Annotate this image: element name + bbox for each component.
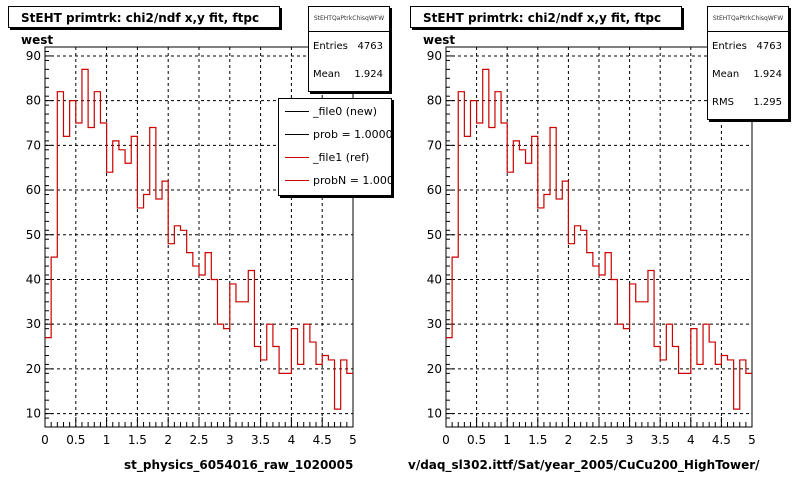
x-tick-label: 2.5 (189, 433, 208, 447)
stats-label: Mean (313, 68, 341, 80)
y-tick-label: 20 (427, 362, 442, 376)
y-tick-label: 80 (427, 94, 442, 108)
histogram-series (446, 68, 752, 410)
x-tick-label: 2.5 (589, 433, 608, 447)
x-tick-label: 5 (349, 433, 357, 447)
x-tick-label: 1.5 (128, 433, 147, 447)
legend-entry-file0: _file0 (new) (279, 101, 391, 123)
legend-label: _file0 (new) (313, 105, 378, 118)
stats-row-rms: RMS 1.295 (708, 88, 788, 116)
stats-value: 4763 (756, 40, 782, 52)
y-tick-label: 10 (427, 407, 442, 421)
right-stats-box: StEHTQaPtrkChisqWFW Entries 4763 Mean 1.… (707, 6, 789, 120)
x-tick-label: 3 (226, 433, 234, 447)
stats-row-entries: Entries 4763 (708, 32, 788, 60)
legend-label: prob = 1.000000 (313, 128, 392, 141)
plot-frame (445, 46, 753, 428)
y-tick-label: 70 (427, 138, 442, 152)
x-tick-label: 4.5 (313, 433, 332, 447)
x-tick-label: 3 (626, 433, 634, 447)
y-tick-label: 20 (26, 362, 41, 376)
histogram-series (45, 68, 353, 410)
x-tick-label: 0.5 (467, 433, 486, 447)
stats-row-mean: Mean 1.924 (708, 60, 788, 88)
x-tick-label: 0 (442, 433, 450, 447)
y-tick-label: 30 (427, 317, 442, 331)
stats-label: Entries (712, 40, 747, 52)
x-tick-label: 3.5 (651, 433, 670, 447)
left-chart-title: StEHT primtrk: chi2/ndf x,y fit, ftpc we… (8, 6, 280, 47)
y-tick-label: 80 (26, 94, 41, 108)
stats-label: Entries (313, 40, 348, 52)
right-chart-title: StEHT primtrk: chi2/ndf x,y fit, ftpc we… (410, 6, 682, 47)
stats-header: StEHTQaPtrkChisqWFW (708, 7, 788, 32)
stats-value: 4763 (357, 40, 383, 52)
left-stats-box: StEHTQaPtrkChisqWFW Entries 4763 Mean 1.… (308, 6, 390, 92)
y-tick-label: 70 (26, 138, 41, 152)
stats-label: Mean (712, 68, 740, 80)
x-tick-label: 1 (103, 433, 111, 447)
stats-value: 1.924 (753, 68, 782, 80)
x-tick-label: 0 (41, 433, 49, 447)
y-tick-label: 40 (427, 272, 442, 286)
legend-label: _file1 (ref) (313, 151, 370, 164)
y-tick-label: 50 (427, 228, 442, 242)
x-tick-label: 2 (565, 433, 573, 447)
stats-header: StEHTQaPtrkChisqWFW (309, 7, 389, 32)
legend-entry-prob: prob = 1.000000 (279, 124, 391, 146)
stats-row-entries: Entries 4763 (309, 32, 389, 60)
legend-line-icon (285, 180, 309, 181)
stats-label: RMS (712, 96, 734, 108)
x-tick-label: 3.5 (251, 433, 270, 447)
x-tick-label: 1.5 (528, 433, 547, 447)
y-tick-label: 10 (26, 407, 41, 421)
legend-line-icon (285, 134, 309, 135)
y-tick-label: 60 (26, 183, 41, 197)
left-legend: _file0 (new) prob = 1.000000 _file1 (ref… (278, 98, 392, 196)
x-tick-label: 4.5 (712, 433, 731, 447)
stats-value: 1.924 (354, 68, 383, 80)
x-tick-label: 2 (164, 433, 172, 447)
y-tick-label: 50 (26, 228, 41, 242)
x-tick-label: 0.5 (66, 433, 85, 447)
stats-value: 1.295 (753, 96, 782, 108)
y-tick-label: 30 (26, 317, 41, 331)
y-tick-label: 90 (26, 49, 41, 63)
x-tick-label: 5 (748, 433, 756, 447)
x-tick-label: 4 (288, 433, 296, 447)
legend-entry-file1: _file1 (ref) (279, 147, 391, 169)
left-footer-label: st_physics_6054016_raw_1020005 (124, 458, 354, 472)
y-tick-label: 90 (427, 49, 442, 63)
legend-label: probN = 1.000000 (313, 174, 391, 187)
right-footer-label: v/daq_sl302.ittf/Sat/year_2005/CuCu200_H… (408, 458, 760, 472)
stats-row-mean: Mean 1.924 (309, 60, 389, 88)
legend-line-icon (285, 157, 309, 158)
y-tick-label: 60 (427, 183, 442, 197)
legend-line-icon (285, 111, 309, 112)
x-tick-label: 4 (687, 433, 695, 447)
y-tick-label: 40 (26, 272, 41, 286)
legend-entry-probn: probN = 1.000000 (279, 170, 391, 192)
x-tick-label: 1 (503, 433, 511, 447)
